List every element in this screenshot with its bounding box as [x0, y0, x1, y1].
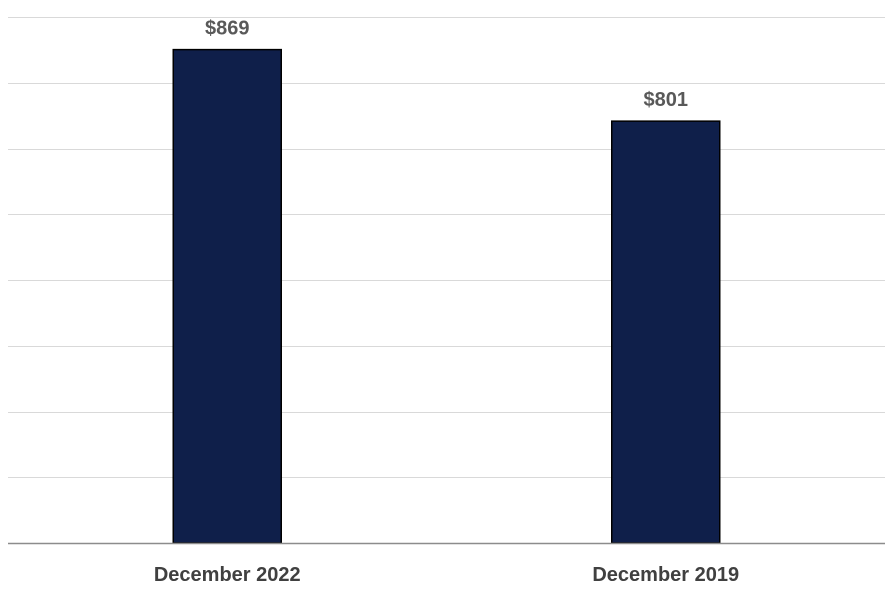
bar-0 [172, 48, 282, 544]
data-label-0: $869 [205, 18, 250, 40]
bar-1 [611, 120, 721, 544]
data-label-1: $801 [644, 89, 689, 111]
bars [172, 48, 721, 544]
category-label-0: December 2022 [154, 564, 301, 585]
category-labels: December 2022 December 2019 [154, 564, 739, 586]
gridlines [8, 17, 885, 478]
data-labels: $869 $801 [205, 18, 688, 112]
category-label-1: December 2019 [592, 564, 739, 585]
